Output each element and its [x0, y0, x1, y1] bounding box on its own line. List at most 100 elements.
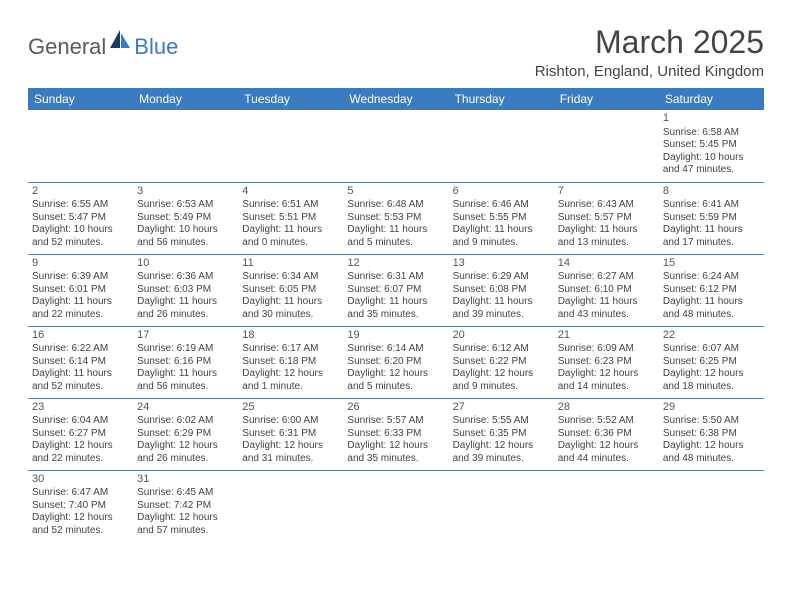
sunrise-text: Sunrise: 6:58 AM — [663, 127, 760, 140]
header: General Blue March 2025 Rishton, England… — [28, 24, 764, 80]
sunset-text: Sunset: 7:42 PM — [137, 500, 234, 513]
sunrise-text: Sunrise: 6:12 AM — [453, 343, 550, 356]
day-number: 11 — [242, 257, 339, 271]
weekday-header: Thursday — [449, 88, 554, 110]
day-cell: 10Sunrise: 6:36 AMSunset: 6:03 PMDayligh… — [133, 254, 238, 326]
sunset-text: Sunset: 6:03 PM — [137, 284, 234, 297]
weekday-row: Sunday Monday Tuesday Wednesday Thursday… — [28, 88, 764, 110]
day-number: 3 — [137, 185, 234, 199]
daylight-text: Daylight: 12 hours and 5 minutes. — [347, 368, 444, 393]
page-subtitle: Rishton, England, United Kingdom — [535, 63, 764, 80]
sunrise-text: Sunrise: 5:50 AM — [663, 415, 760, 428]
logo-text-general: General — [28, 34, 106, 60]
day-cell: 21Sunrise: 6:09 AMSunset: 6:23 PMDayligh… — [554, 326, 659, 398]
sunset-text: Sunset: 6:36 PM — [558, 428, 655, 441]
daylight-text: Daylight: 11 hours and 39 minutes. — [453, 296, 550, 321]
daylight-text: Daylight: 12 hours and 22 minutes. — [32, 440, 129, 465]
sunset-text: Sunset: 6:25 PM — [663, 356, 760, 369]
sunset-text: Sunset: 6:12 PM — [663, 284, 760, 297]
day-number: 24 — [137, 401, 234, 415]
empty-cell — [133, 110, 238, 182]
sunrise-text: Sunrise: 5:52 AM — [558, 415, 655, 428]
sunset-text: Sunset: 6:31 PM — [242, 428, 339, 441]
sunset-text: Sunset: 6:08 PM — [453, 284, 550, 297]
sunrise-text: Sunrise: 6:29 AM — [453, 271, 550, 284]
sunset-text: Sunset: 6:33 PM — [347, 428, 444, 441]
day-number: 7 — [558, 185, 655, 199]
sunset-text: Sunset: 6:38 PM — [663, 428, 760, 441]
day-number: 12 — [347, 257, 444, 271]
daylight-text: Daylight: 11 hours and 13 minutes. — [558, 224, 655, 249]
day-number: 4 — [242, 185, 339, 199]
day-cell: 18Sunrise: 6:17 AMSunset: 6:18 PMDayligh… — [238, 326, 343, 398]
weekday-header: Sunday — [28, 88, 133, 110]
sunrise-text: Sunrise: 6:00 AM — [242, 415, 339, 428]
day-number: 30 — [32, 473, 129, 487]
daylight-text: Daylight: 12 hours and 9 minutes. — [453, 368, 550, 393]
day-cell: 23Sunrise: 6:04 AMSunset: 6:27 PMDayligh… — [28, 398, 133, 470]
sail-icon — [110, 30, 132, 53]
sunset-text: Sunset: 6:22 PM — [453, 356, 550, 369]
daylight-text: Daylight: 11 hours and 52 minutes. — [32, 368, 129, 393]
sunset-text: Sunset: 6:27 PM — [32, 428, 129, 441]
day-cell: 19Sunrise: 6:14 AMSunset: 6:20 PMDayligh… — [343, 326, 448, 398]
day-cell: 26Sunrise: 5:57 AMSunset: 6:33 PMDayligh… — [343, 398, 448, 470]
day-cell: 24Sunrise: 6:02 AMSunset: 6:29 PMDayligh… — [133, 398, 238, 470]
empty-cell — [343, 110, 448, 182]
day-cell: 17Sunrise: 6:19 AMSunset: 6:16 PMDayligh… — [133, 326, 238, 398]
daylight-text: Daylight: 12 hours and 52 minutes. — [32, 512, 129, 537]
day-number: 8 — [663, 185, 760, 199]
daylight-text: Daylight: 11 hours and 35 minutes. — [347, 296, 444, 321]
day-cell: 29Sunrise: 5:50 AMSunset: 6:38 PMDayligh… — [659, 398, 764, 470]
sunset-text: Sunset: 5:57 PM — [558, 212, 655, 225]
sunset-text: Sunset: 5:51 PM — [242, 212, 339, 225]
weekday-header: Saturday — [659, 88, 764, 110]
day-number: 15 — [663, 257, 760, 271]
calendar-row: 2Sunrise: 6:55 AMSunset: 5:47 PMDaylight… — [28, 182, 764, 254]
daylight-text: Daylight: 11 hours and 5 minutes. — [347, 224, 444, 249]
daylight-text: Daylight: 11 hours and 9 minutes. — [453, 224, 550, 249]
day-number: 16 — [32, 329, 129, 343]
day-cell: 15Sunrise: 6:24 AMSunset: 6:12 PMDayligh… — [659, 254, 764, 326]
calendar-row: 9Sunrise: 6:39 AMSunset: 6:01 PMDaylight… — [28, 254, 764, 326]
sunrise-text: Sunrise: 6:34 AM — [242, 271, 339, 284]
day-number: 21 — [558, 329, 655, 343]
day-number: 29 — [663, 401, 760, 415]
day-number: 17 — [137, 329, 234, 343]
sunrise-text: Sunrise: 6:02 AM — [137, 415, 234, 428]
day-cell: 12Sunrise: 6:31 AMSunset: 6:07 PMDayligh… — [343, 254, 448, 326]
logo: General Blue — [28, 30, 178, 63]
day-number: 10 — [137, 257, 234, 271]
day-number: 19 — [347, 329, 444, 343]
day-number: 23 — [32, 401, 129, 415]
calendar-row: 23Sunrise: 6:04 AMSunset: 6:27 PMDayligh… — [28, 398, 764, 470]
day-cell: 25Sunrise: 6:00 AMSunset: 6:31 PMDayligh… — [238, 398, 343, 470]
sunrise-text: Sunrise: 6:41 AM — [663, 199, 760, 212]
empty-cell — [449, 110, 554, 182]
weekday-header: Wednesday — [343, 88, 448, 110]
day-number: 5 — [347, 185, 444, 199]
sunrise-text: Sunrise: 6:17 AM — [242, 343, 339, 356]
daylight-text: Daylight: 12 hours and 14 minutes. — [558, 368, 655, 393]
sunrise-text: Sunrise: 6:19 AM — [137, 343, 234, 356]
daylight-text: Daylight: 10 hours and 47 minutes. — [663, 152, 760, 177]
day-cell: 20Sunrise: 6:12 AMSunset: 6:22 PMDayligh… — [449, 326, 554, 398]
day-number: 26 — [347, 401, 444, 415]
sunrise-text: Sunrise: 6:14 AM — [347, 343, 444, 356]
day-cell: 22Sunrise: 6:07 AMSunset: 6:25 PMDayligh… — [659, 326, 764, 398]
day-cell: 31Sunrise: 6:45 AMSunset: 7:42 PMDayligh… — [133, 470, 238, 542]
day-cell: 7Sunrise: 6:43 AMSunset: 5:57 PMDaylight… — [554, 182, 659, 254]
sunset-text: Sunset: 6:16 PM — [137, 356, 234, 369]
day-number: 18 — [242, 329, 339, 343]
day-number: 1 — [663, 112, 760, 126]
sunset-text: Sunset: 6:05 PM — [242, 284, 339, 297]
daylight-text: Daylight: 12 hours and 35 minutes. — [347, 440, 444, 465]
daylight-text: Daylight: 12 hours and 1 minute. — [242, 368, 339, 393]
empty-cell — [554, 470, 659, 542]
empty-cell — [449, 470, 554, 542]
day-number: 13 — [453, 257, 550, 271]
empty-cell — [554, 110, 659, 182]
empty-cell — [28, 110, 133, 182]
sunrise-text: Sunrise: 6:09 AM — [558, 343, 655, 356]
sunrise-text: Sunrise: 6:48 AM — [347, 199, 444, 212]
